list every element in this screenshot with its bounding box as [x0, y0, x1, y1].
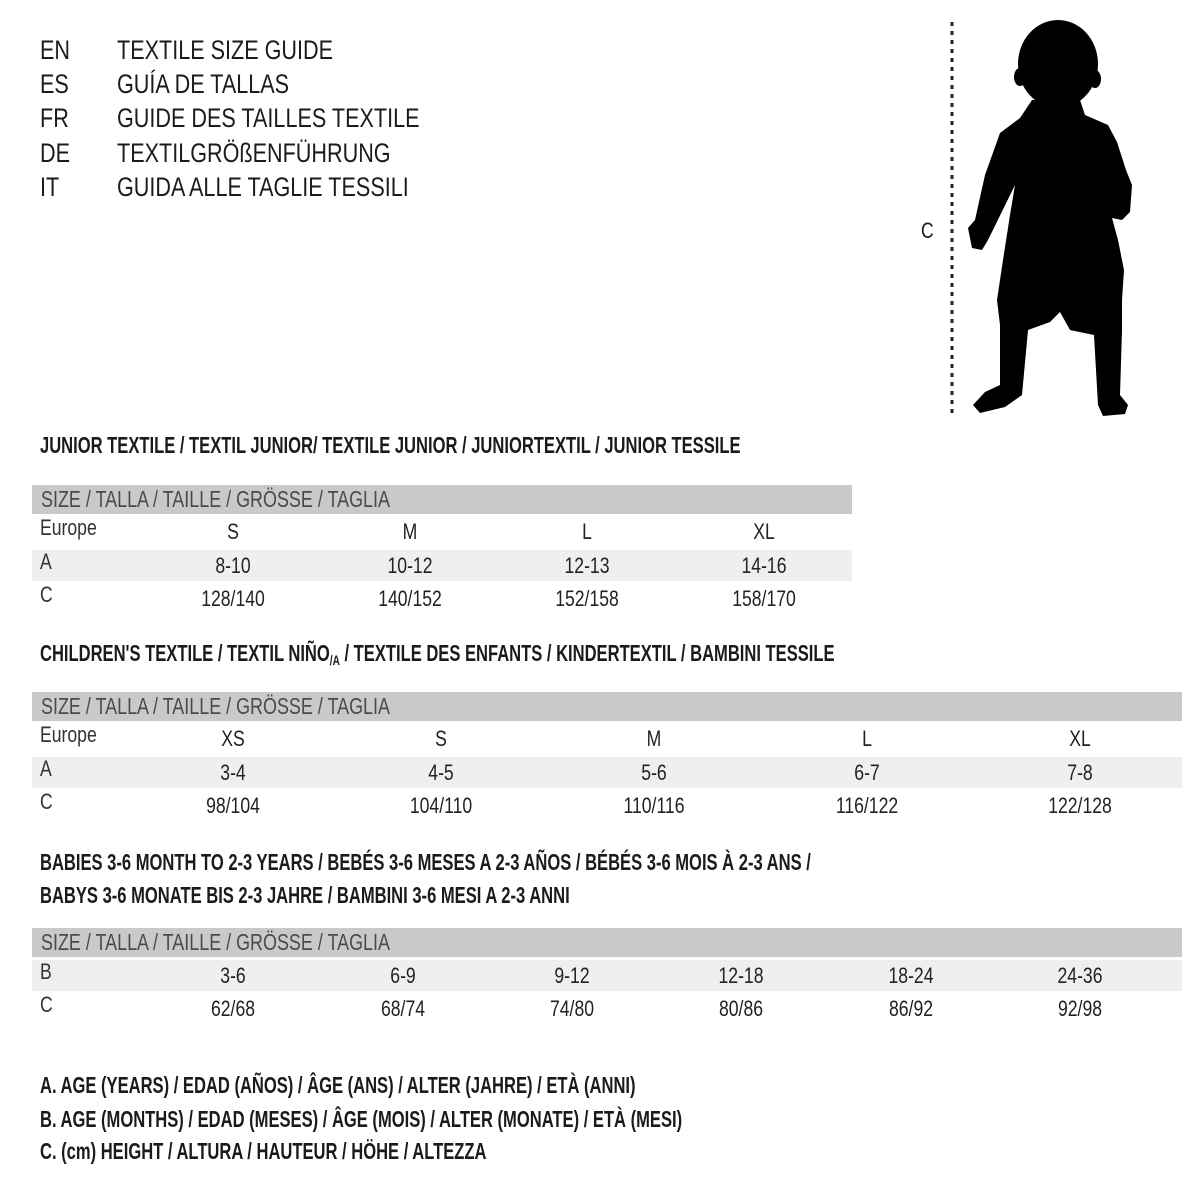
children-section-title: CHILDREN'S TEXTILE / TEXTIL NIÑO/A / TEX… [40, 640, 835, 668]
lang-title: GUIDA ALLE TAGLIE TESSILI [117, 172, 409, 202]
table-cell: 14-16 [741, 553, 787, 578]
row-label: A [40, 756, 52, 781]
lang-title: GUÍA DE TALLAS [117, 69, 290, 99]
row-label: B [40, 959, 52, 984]
table-cell: 3-6 [220, 963, 246, 988]
table-cell: XS [221, 726, 245, 751]
junior-section-title: JUNIOR TEXTILE / TEXTIL JUNIOR/ TEXTILE … [40, 432, 741, 458]
table-cell: 5-6 [641, 760, 667, 785]
table-cell: XL [1069, 726, 1091, 751]
children-table-header: SIZE / TALLA / TAILLE / GRÖSSE / TAGLIA [32, 692, 1182, 721]
row-label: C [40, 992, 53, 1017]
table-cell: 12-18 [718, 963, 764, 988]
lang-code: ES [40, 69, 69, 99]
table-cell: 86/92 [888, 996, 934, 1021]
table-cell: 9-12 [554, 963, 590, 988]
row-stripe [32, 757, 1182, 788]
table-header-label: SIZE / TALLA / TAILLE / GRÖSSE / TAGLIA [41, 929, 390, 955]
row-label: A [40, 549, 52, 574]
table-cell: 110/116 [623, 793, 685, 818]
table-cell: 104/110 [409, 793, 473, 818]
table-cell: L [862, 726, 872, 751]
table-header-label: SIZE / TALLA / TAILLE / GRÖSSE / TAGLIA [41, 486, 390, 512]
babies-section-title-line2: BABYS 3-6 MONATE BIS 2-3 JAHRE / BAMBINI… [40, 882, 570, 908]
table-cell: 3-4 [220, 760, 246, 785]
title-rest: / TEXTILE DES ENFANTS / KINDERTEXTIL / B… [339, 640, 835, 666]
legend-b: B. AGE (MONTHS) / EDAD (MESES) / ÂGE (MO… [40, 1106, 683, 1132]
lang-title: TEXTILE SIZE GUIDE [117, 35, 334, 65]
table-header-label: SIZE / TALLA / TAILLE / GRÖSSE / TAGLIA [41, 693, 390, 719]
table-cell: 116/122 [835, 793, 899, 818]
lang-code: DE [40, 138, 71, 168]
row-label: Europe [40, 515, 97, 540]
table-cell: 4-5 [428, 760, 454, 785]
lang-code: EN [40, 35, 71, 65]
table-cell: M [402, 519, 418, 544]
table-cell: 128/140 [201, 586, 265, 611]
babies-section-title-line1: BABIES 3-6 MONTH TO 2-3 YEARS / BEBÉS 3-… [40, 849, 811, 875]
table-cell: 18-24 [888, 963, 934, 988]
table-cell: 8-10 [215, 553, 251, 578]
table-cell: 24-36 [1057, 963, 1103, 988]
title-sub: /A [329, 652, 340, 668]
table-cell: 6-7 [854, 760, 880, 785]
lang-title: GUIDE DES TAILLES TEXTILE [117, 103, 420, 133]
table-cell: 140/152 [378, 586, 442, 611]
table-cell: 10-12 [387, 553, 433, 578]
table-cell: 98/104 [206, 793, 260, 818]
table-cell: S [227, 519, 239, 544]
table-cell: 7-8 [1067, 760, 1093, 785]
table-cell: 80/86 [718, 996, 764, 1021]
table-cell: 122/128 [1048, 793, 1112, 818]
table-cell: XL [753, 519, 775, 544]
table-cell: S [435, 726, 447, 751]
table-cell: 158/170 [732, 586, 796, 611]
row-stripe [32, 960, 1182, 991]
child-silhouette-icon [950, 20, 1132, 416]
row-stripe [32, 550, 852, 581]
row-label: C [40, 582, 53, 607]
table-cell: 6-9 [390, 963, 416, 988]
row-label: Europe [40, 722, 97, 747]
legend-a: A. AGE (YEARS) / EDAD (AÑOS) / ÂGE (ANS)… [40, 1072, 636, 1098]
junior-table-header: SIZE / TALLA / TAILLE / GRÖSSE / TAGLIA [32, 485, 852, 514]
table-cell: 68/74 [380, 996, 426, 1021]
table-cell: 62/68 [210, 996, 256, 1021]
title-main: CHILDREN'S TEXTILE / TEXTIL NIÑO [40, 640, 330, 666]
table-cell: 74/80 [549, 996, 595, 1021]
table-cell: 152/158 [555, 586, 619, 611]
lang-title: TEXTILGRÖßENFÜHRUNG [117, 138, 391, 168]
legend-c: C. (cm) HEIGHT / ALTURA / HAUTEUR / HÖHE… [40, 1138, 487, 1164]
table-cell: 12-13 [564, 553, 610, 578]
measure-label: C [921, 218, 934, 243]
row-label: C [40, 789, 53, 814]
table-cell: 92/98 [1057, 996, 1103, 1021]
table-cell: L [582, 519, 592, 544]
table-cell: M [646, 726, 662, 751]
lang-code: IT [40, 172, 60, 202]
babies-table-header: SIZE / TALLA / TAILLE / GRÖSSE / TAGLIA [32, 928, 1182, 957]
lang-code: FR [40, 103, 69, 133]
